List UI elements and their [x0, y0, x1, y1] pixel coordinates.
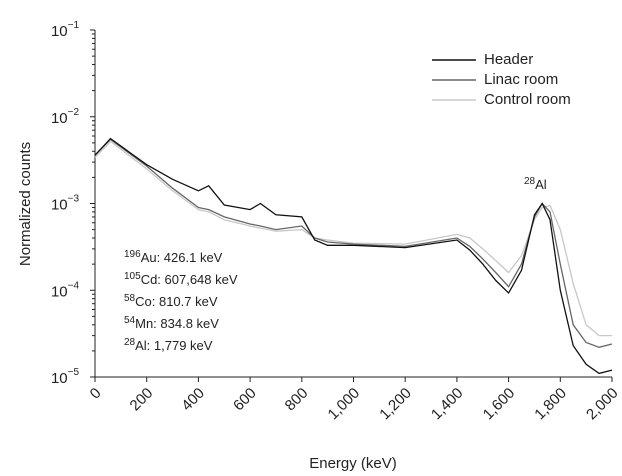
x-tick-label: 1,000: [325, 385, 364, 424]
y-tick-base: 10: [51, 370, 68, 387]
isotope-annotation: 54Mn: 834.8 keV: [124, 315, 219, 332]
isotope-annotation: 28Al: 1,779 keV: [124, 337, 213, 354]
x-tick-label: 1,600: [480, 385, 519, 424]
y-tick-label: 10−3: [51, 193, 80, 213]
y-tick-exponent: −4: [68, 280, 80, 291]
series-line: [94, 138, 613, 348]
series-line: [94, 137, 613, 375]
isotope-mass: 196: [124, 249, 141, 260]
x-tick-label: 1,200: [376, 385, 415, 424]
peak-mass: 28: [524, 176, 536, 187]
x-tick-label: 1,800: [531, 385, 570, 424]
legend-label: Header: [484, 51, 533, 68]
isotope-text: Al: 1,779 keV: [135, 338, 213, 353]
y-axis-label: Normalized counts: [17, 142, 34, 266]
isotope-text: Au: 426.1 keV: [141, 250, 223, 265]
y-tick-base: 10: [51, 283, 68, 300]
x-tick-label: 400: [178, 385, 208, 415]
legend-label: Control room: [484, 91, 571, 108]
y-tick-label: 10−5: [51, 367, 80, 387]
y-tick-exponent: −3: [68, 193, 80, 204]
legend-label: Linac room: [484, 71, 558, 88]
y-tick-exponent: −2: [68, 106, 80, 117]
peak-element: Al: [535, 177, 547, 192]
isotope-mass: 54: [124, 315, 136, 326]
isotope-text: Mn: 834.8 keV: [135, 316, 219, 331]
x-tick-label: 1,400: [428, 385, 467, 424]
isotope-mass: 28: [124, 337, 136, 348]
y-tick-base: 10: [51, 110, 68, 127]
y-tick-label: 10−1: [51, 20, 80, 40]
isotope-mass: 58: [124, 293, 136, 304]
series-line: [94, 140, 612, 337]
x-tick-label: 200: [127, 385, 157, 415]
y-tick-base: 10: [51, 23, 68, 40]
y-tick-base: 10: [51, 196, 68, 213]
y-tick-label: 10−2: [51, 106, 80, 126]
x-tick-label: 2,000: [583, 385, 622, 424]
x-tick-label: 600: [230, 385, 260, 415]
isotope-mass: 105: [124, 271, 141, 282]
x-tick-label: 800: [282, 385, 312, 415]
peak-label: 28Al: [524, 176, 547, 193]
isotope-annotation: 105Cd: 607,648 keV: [124, 271, 238, 288]
x-axis-label: Energy (keV): [309, 455, 397, 472]
y-tick-exponent: −1: [68, 20, 80, 31]
x-tick-label: 0: [87, 385, 105, 403]
isotope-text: Co: 810.7 keV: [135, 294, 218, 309]
isotope-text: Cd: 607,648 keV: [141, 272, 238, 287]
isotope-annotation: 58Co: 810.7 keV: [124, 293, 218, 310]
y-tick-label: 10−4: [51, 280, 80, 300]
y-tick-exponent: −5: [68, 367, 80, 378]
isotope-annotation: 196Au: 426.1 keV: [124, 249, 223, 266]
